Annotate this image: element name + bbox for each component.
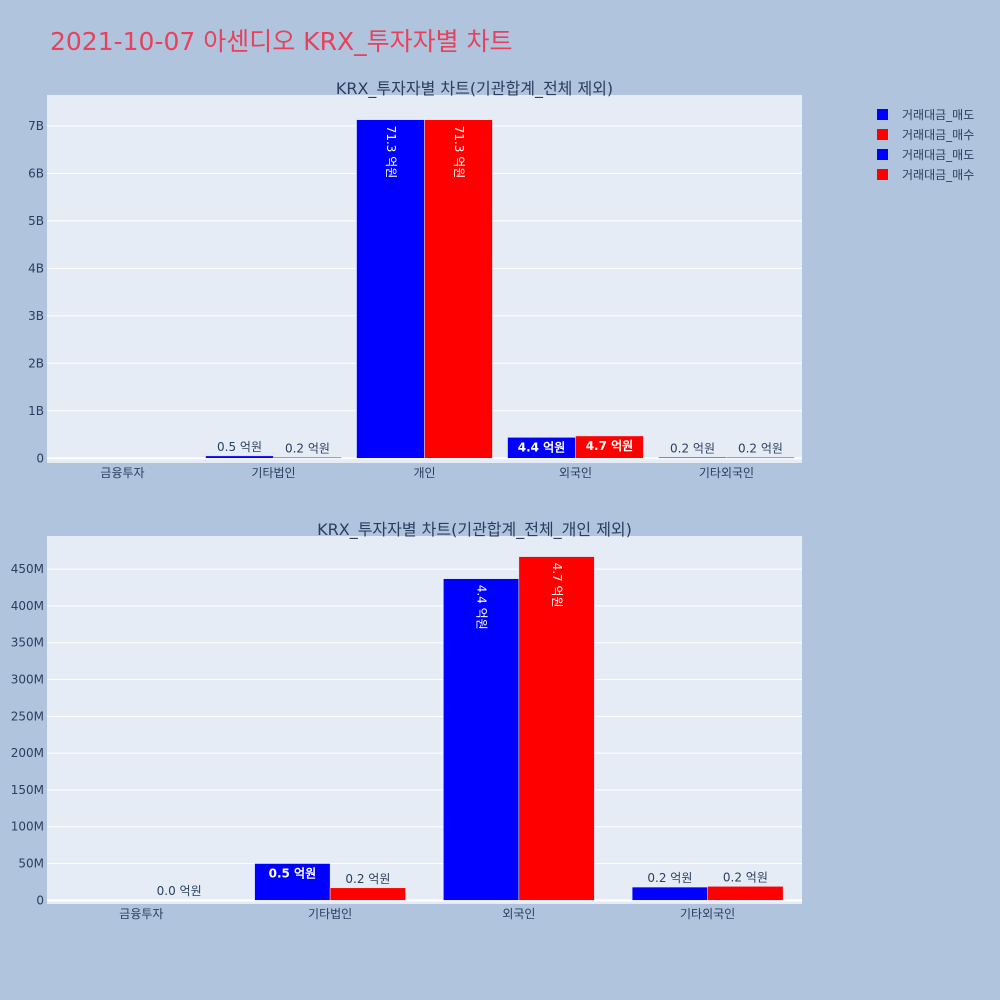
chart-panel-2: 0 50M 100M 150M 200M 250M 300M 350M 400M 450M KRX_… (11, 520, 802, 921)
y-tick-label: 7B (28, 119, 44, 133)
sell-bar (631, 886, 708, 901)
chart-panel-1: 0 1B 2B 3B 4B 5B 6B 7B KRX_투자자별 차트(기관합계_전체 제외) 금융… (28, 79, 802, 480)
sell-bar (356, 119, 425, 459)
bar-value-label: 0.2 억원 (647, 871, 692, 885)
x-tick-label: 기타법인 (251, 466, 295, 480)
buy-bar (329, 887, 406, 901)
legend-item-label: 거래대금_매수 (902, 128, 974, 142)
y-tick-label: 150M (11, 783, 44, 797)
x-tick-label: 외국인 (559, 466, 592, 480)
x-tick-label: 기타법인 (308, 907, 352, 921)
bar-value-label: 0.2 억원 (345, 872, 390, 886)
y-tick-label: 4B (28, 261, 44, 275)
y-tick-label: 200M (11, 746, 44, 760)
legend-swatch (877, 129, 888, 140)
y-tick-label: 250M (11, 709, 44, 723)
x-tick-label: 금융투자 (100, 466, 144, 480)
legend-swatch (877, 109, 888, 120)
x-tick-label: 개인 (413, 466, 435, 480)
bar-value-label: 4.7 억원 (550, 563, 564, 608)
bar-value-label: 0.2 억원 (738, 441, 783, 455)
x-tick-label: 기타외국인 (680, 907, 735, 921)
page-title: 2021-10-07 아센디오 KRX_투자자별 차트 (50, 27, 513, 56)
bar-value-label: 0.2 억원 (723, 870, 768, 884)
bar-value-label: 71.3 억원 (384, 126, 398, 179)
buy-bar (575, 435, 644, 459)
buy-bar (726, 457, 795, 459)
y-tick-label: 50M (18, 857, 44, 871)
y-tick-label: 3B (28, 309, 44, 323)
y-tick-label: 2B (28, 356, 44, 370)
sell-bar (658, 457, 727, 459)
buy-bar (707, 886, 784, 901)
subplot-title: KRX_투자자별 차트(기관합계_전체 제외) (336, 79, 613, 99)
x-tick-label: 금융투자 (119, 907, 163, 921)
y-tick-label: 350M (11, 636, 44, 650)
y-tick-label: 300M (11, 673, 44, 687)
y-tick-label: 450M (11, 562, 44, 576)
y-tick-label: 400M (11, 599, 44, 613)
bar-value-label: 0.0 억원 (157, 884, 202, 898)
legend-item-label: 거래대금_매도 (902, 148, 974, 162)
sell-bar (443, 578, 520, 901)
y-tick-label: 1B (28, 404, 44, 418)
bar-value-label: 0.5 억원 (269, 867, 317, 881)
bar-value-label: 4.7 억원 (586, 439, 634, 453)
bar-value-label: 0.2 억원 (670, 441, 715, 455)
bar-value-label: 0.5 억원 (217, 440, 262, 454)
legend-item-label: 거래대금_매도 (902, 108, 974, 122)
legend-item-label: 거래대금_매수 (902, 168, 974, 182)
buy-bar (518, 556, 595, 901)
y-tick-label: 6B (28, 166, 44, 180)
sell-bar (205, 455, 274, 459)
bar-value-label: 71.3 억원 (452, 126, 466, 179)
y-tick-label: 0 (36, 451, 44, 465)
sell-bar (254, 863, 331, 901)
bar-value-label: 4.4 억원 (518, 440, 566, 454)
legend-swatch (877, 149, 888, 160)
y-tick-label: 0 (36, 893, 44, 907)
x-tick-label: 기타외국인 (699, 466, 754, 480)
legend-swatch (877, 169, 888, 180)
x-tick-label: 외국인 (502, 907, 535, 921)
y-tick-label: 5B (28, 214, 44, 228)
y-tick-label: 100M (11, 820, 44, 834)
subplot-title: KRX_투자자별 차트(기관합계_전체_개인 제외) (317, 520, 632, 540)
buy-bar (424, 119, 493, 459)
plot-area (47, 536, 802, 904)
bar-value-label: 0.2 억원 (285, 441, 330, 455)
bar-value-label: 4.4 억원 (475, 585, 489, 630)
buy-bar (273, 457, 342, 459)
